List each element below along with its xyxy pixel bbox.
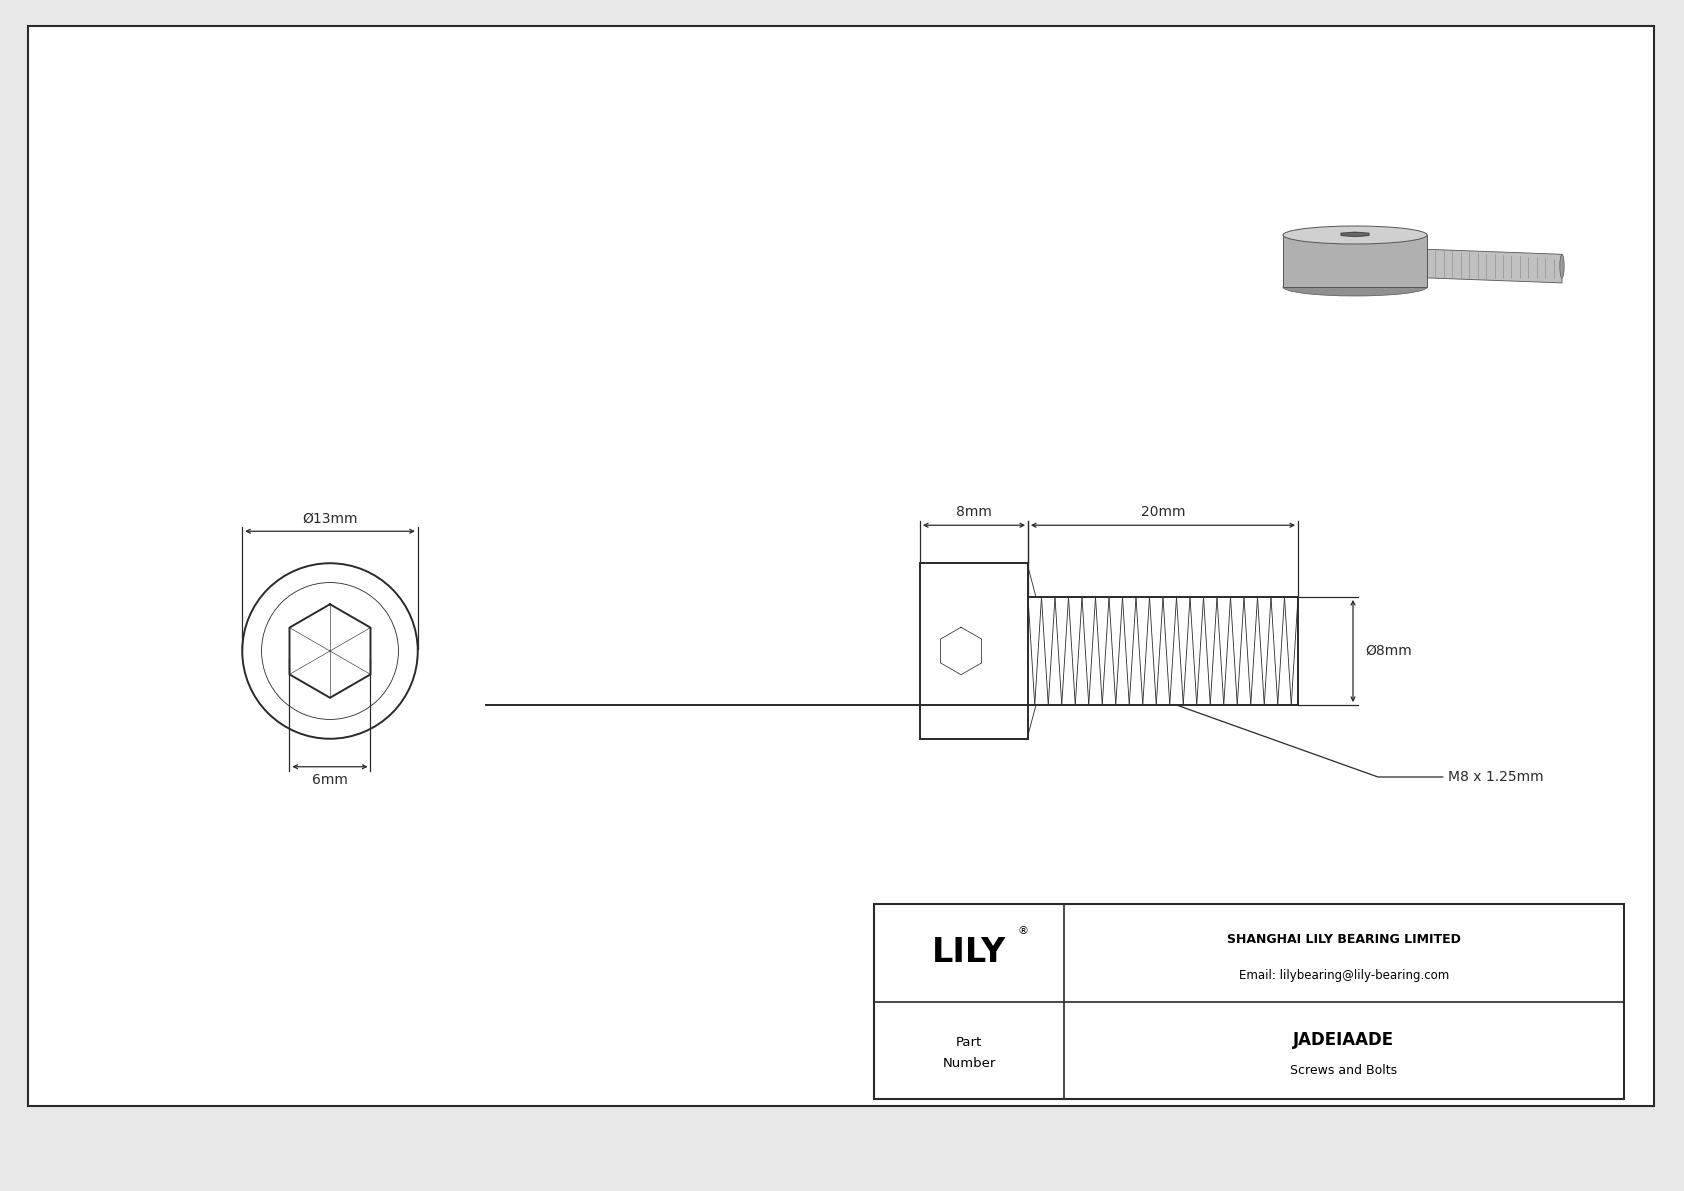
Text: LILY: LILY — [931, 936, 1005, 969]
Bar — [1283, 235, 1426, 287]
Text: 8mm: 8mm — [957, 505, 992, 519]
Polygon shape — [1340, 232, 1369, 237]
Text: Number: Number — [943, 1056, 995, 1070]
Text: ®: ® — [1017, 925, 1029, 936]
Text: Ø13mm: Ø13mm — [301, 511, 357, 525]
Text: 20mm: 20mm — [1140, 505, 1186, 519]
Text: SHANGHAI LILY BEARING LIMITED: SHANGHAI LILY BEARING LIMITED — [1228, 933, 1462, 946]
Bar — [874, 904, 1623, 1099]
Text: 6mm: 6mm — [312, 773, 349, 787]
Text: JADEIAADE: JADEIAADE — [1293, 1031, 1394, 1049]
Text: Part: Part — [957, 1036, 982, 1049]
Text: Email: lilybearing@lily-bearing.com: Email: lilybearing@lily-bearing.com — [1239, 969, 1450, 983]
Text: M8 x 1.25mm: M8 x 1.25mm — [1448, 771, 1544, 784]
Bar — [919, 563, 1027, 738]
Text: Ø8mm: Ø8mm — [1366, 644, 1411, 657]
Ellipse shape — [1283, 226, 1426, 244]
Polygon shape — [1426, 249, 1563, 283]
Ellipse shape — [1559, 255, 1564, 278]
Text: Screws and Bolts: Screws and Bolts — [1290, 1064, 1398, 1077]
Ellipse shape — [1283, 278, 1426, 297]
